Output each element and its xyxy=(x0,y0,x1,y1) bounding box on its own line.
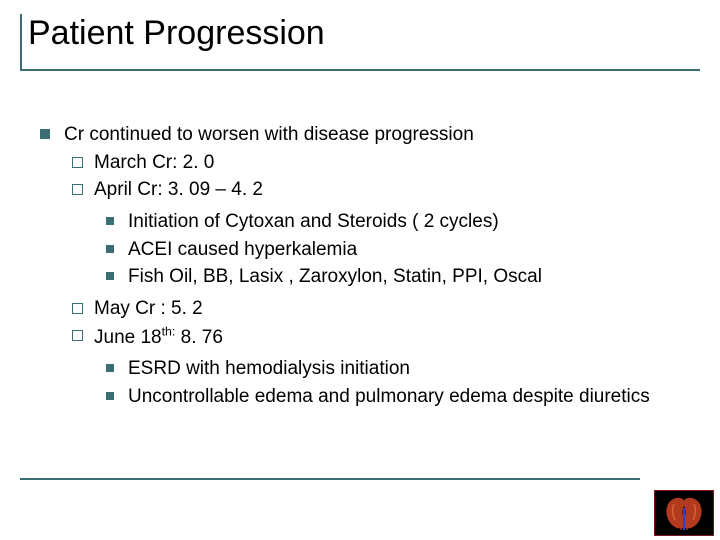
slide-body: Cr continued to worsen with disease prog… xyxy=(38,122,678,416)
slide-title: Patient Progression xyxy=(20,14,700,71)
list-item: Cr continued to worsen with disease prog… xyxy=(38,122,678,410)
title-container: Patient Progression xyxy=(20,14,700,71)
list-item: Initiation of Cytoxan and Steroids ( 2 c… xyxy=(94,209,678,235)
list-item: April Cr: 3. 09 – 4. 2 Initiation of Cyt… xyxy=(64,177,678,290)
list-text: ACEI caused hyperkalemia xyxy=(128,239,357,260)
slide: Patient Progression Cr continued to wors… xyxy=(0,0,720,540)
bullet-list-level3: ESRD with hemodialysis initiation Uncont… xyxy=(94,356,678,409)
list-text: Initiation of Cytoxan and Steroids ( 2 c… xyxy=(128,211,499,232)
list-item: May Cr : 5. 2 xyxy=(64,296,678,322)
list-item: March Cr: 2. 0 xyxy=(64,150,678,176)
list-item: Uncontrollable edema and pulmonary edema… xyxy=(94,384,678,410)
list-text: Cr continued to worsen with disease prog… xyxy=(64,124,474,145)
list-item: June 18th: 8. 76 ESRD with hemodialysis … xyxy=(64,323,678,409)
kidney-icon xyxy=(654,490,714,536)
list-text: March Cr: 2. 0 xyxy=(94,152,214,173)
bullet-list-level3: Initiation of Cytoxan and Steroids ( 2 c… xyxy=(94,209,678,290)
bullet-list-level1: Cr continued to worsen with disease prog… xyxy=(38,122,678,410)
list-text: April Cr: 3. 09 – 4. 2 xyxy=(94,179,263,200)
list-text: ESRD with hemodialysis initiation xyxy=(128,358,410,379)
list-text: May Cr : 5. 2 xyxy=(94,298,203,319)
footer-rule xyxy=(20,478,640,480)
bullet-list-level2: March Cr: 2. 0 April Cr: 3. 09 – 4. 2 In… xyxy=(64,150,678,410)
list-item: ESRD with hemodialysis initiation xyxy=(94,356,678,382)
list-item: ACEI caused hyperkalemia xyxy=(94,237,678,263)
list-text: June 18th: 8. 76 xyxy=(94,327,223,348)
list-item: Fish Oil, BB, Lasix , Zaroxylon, Statin,… xyxy=(94,264,678,290)
list-text: Fish Oil, BB, Lasix , Zaroxylon, Statin,… xyxy=(128,266,542,287)
list-text: Uncontrollable edema and pulmonary edema… xyxy=(128,386,650,407)
